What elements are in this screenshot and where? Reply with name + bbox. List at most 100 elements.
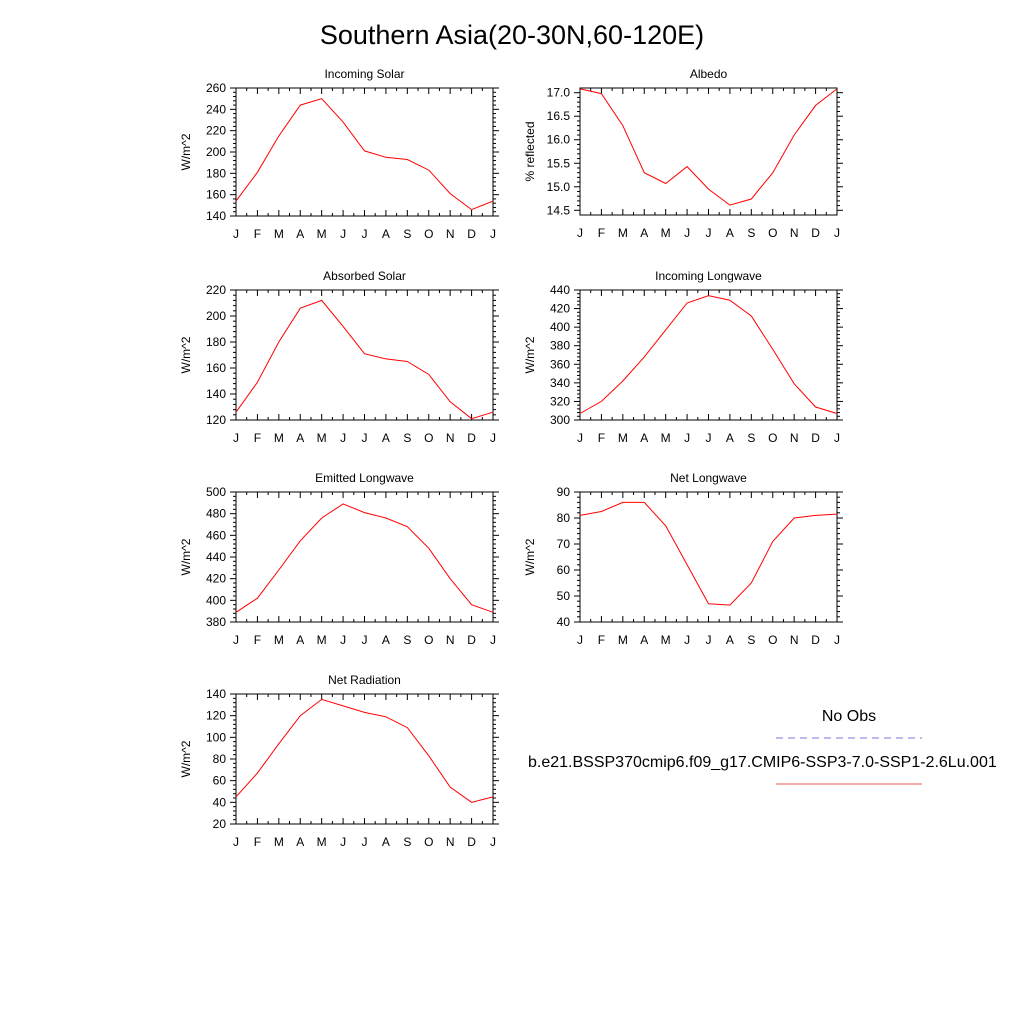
x-tick-label: J <box>490 227 496 241</box>
legend-label-model: b.e21.BSSP370cmip6.f09_g17.CMIP6-SSP3-7.… <box>528 754 997 771</box>
plot-title: Albedo <box>690 67 728 81</box>
x-tick-label: O <box>768 633 777 647</box>
legend: No Obs b.e21.BSSP370cmip6.f09_g17.CMIP6-S… <box>528 708 997 785</box>
legend-label-obs: No Obs <box>822 708 876 725</box>
y-tick-label: 40 <box>557 615 571 629</box>
y-tick-label: 15.0 <box>547 180 571 194</box>
y-tick-label: 240 <box>206 102 226 116</box>
x-tick-label: O <box>424 431 433 445</box>
x-tick-label: M <box>274 835 284 849</box>
page-title: Southern Asia(20-30N,60-120E) <box>319 20 705 50</box>
plot-frame <box>235 289 494 421</box>
x-tick-label: J <box>834 431 840 445</box>
x-tick-label: M <box>661 633 671 647</box>
plot-title: Incoming Solar <box>324 67 404 81</box>
x-tick-label: S <box>403 835 411 849</box>
x-tick-label: O <box>424 835 433 849</box>
y-axis-label: W/m^2 <box>179 336 193 373</box>
x-tick-label: F <box>254 835 261 849</box>
x-tick-label: J <box>684 226 690 240</box>
y-tick-label: 70 <box>557 537 571 551</box>
x-tick-label: J <box>233 835 239 849</box>
x-tick-label: N <box>446 227 455 241</box>
x-tick-label: F <box>598 226 605 240</box>
x-tick-label: J <box>490 431 496 445</box>
y-tick-label: 140 <box>206 209 226 223</box>
y-tick-label: 260 <box>206 81 226 95</box>
x-tick-label: J <box>362 227 368 241</box>
x-tick-label: A <box>640 226 648 240</box>
y-tick-label: 60 <box>213 774 227 788</box>
plot-frame <box>235 693 494 825</box>
x-tick-label: A <box>640 633 648 647</box>
series-line-0 <box>235 299 494 420</box>
y-tick-label: 16.5 <box>547 109 571 123</box>
x-tick-label: O <box>424 227 433 241</box>
x-tick-label: M <box>274 227 284 241</box>
x-tick-label: J <box>233 633 239 647</box>
y-tick-label: 140 <box>206 387 226 401</box>
x-tick-label: S <box>747 633 755 647</box>
x-tick-label: A <box>382 835 390 849</box>
x-tick-label: D <box>467 835 476 849</box>
x-tick-label: J <box>340 227 346 241</box>
y-tick-label: 480 <box>206 507 226 521</box>
x-tick-label: O <box>768 431 777 445</box>
x-tick-label: M <box>661 431 671 445</box>
y-tick-label: 380 <box>206 615 226 629</box>
y-tick-label: 160 <box>206 361 226 375</box>
x-tick-label: J <box>340 431 346 445</box>
y-tick-label: 220 <box>206 124 226 138</box>
series-line-0 <box>235 98 494 211</box>
x-tick-label: M <box>618 226 628 240</box>
x-tick-label: M <box>618 633 628 647</box>
x-tick-label: N <box>790 431 799 445</box>
x-tick-label: J <box>684 633 690 647</box>
y-axis-label: W/m^2 <box>179 538 193 575</box>
x-tick-label: J <box>362 835 368 849</box>
y-tick-label: 180 <box>206 335 226 349</box>
x-tick-label: F <box>254 633 261 647</box>
y-tick-label: 460 <box>206 528 226 542</box>
x-tick-label: F <box>598 431 605 445</box>
x-tick-label: M <box>661 226 671 240</box>
y-tick-label: 40 <box>213 795 227 809</box>
y-tick-label: 340 <box>550 376 570 390</box>
plot-title: Net Longwave <box>670 471 747 485</box>
x-tick-label: D <box>811 226 820 240</box>
plot-frame <box>235 491 494 623</box>
series-line-0 <box>235 503 494 613</box>
y-tick-label: 220 <box>206 283 226 297</box>
x-tick-label: J <box>340 633 346 647</box>
y-tick-label: 14.5 <box>547 203 571 217</box>
y-tick-label: 100 <box>206 730 226 744</box>
x-tick-label: M <box>274 633 284 647</box>
plot-title: Absorbed Solar <box>323 269 406 283</box>
x-tick-label: J <box>834 633 840 647</box>
y-tick-label: 420 <box>206 572 226 586</box>
x-tick-label: A <box>296 835 304 849</box>
x-tick-label: D <box>811 431 820 445</box>
x-tick-label: J <box>577 633 583 647</box>
x-tick-label: S <box>747 226 755 240</box>
x-tick-label: D <box>467 431 476 445</box>
y-tick-label: 80 <box>213 752 227 766</box>
x-tick-label: A <box>726 633 734 647</box>
x-tick-label: A <box>382 431 390 445</box>
x-tick-label: S <box>747 431 755 445</box>
y-tick-label: 400 <box>206 593 226 607</box>
x-tick-label: F <box>254 431 261 445</box>
x-tick-label: J <box>577 226 583 240</box>
x-tick-label: J <box>490 835 496 849</box>
x-tick-label: F <box>598 633 605 647</box>
plot-title: Incoming Longwave <box>655 269 762 283</box>
y-tick-label: 200 <box>206 309 226 323</box>
y-tick-label: 400 <box>550 320 570 334</box>
y-tick-label: 300 <box>550 413 570 427</box>
y-tick-label: 440 <box>206 550 226 564</box>
x-tick-label: J <box>834 226 840 240</box>
